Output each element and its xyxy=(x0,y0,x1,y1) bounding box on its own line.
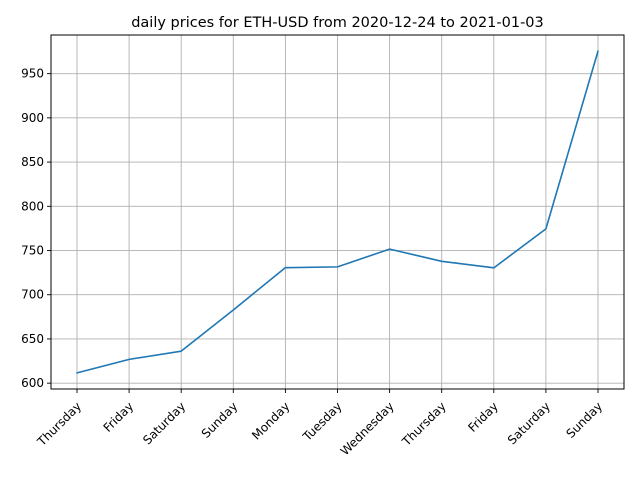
y-tick-label: 900 xyxy=(21,111,44,125)
x-tick-label: Friday xyxy=(465,399,501,435)
x-tick-label: Saturday xyxy=(140,399,188,447)
x-tick-label: Wednesday xyxy=(338,399,397,458)
y-tick-label: 950 xyxy=(21,67,44,81)
x-tick-label: Saturday xyxy=(505,399,553,447)
chart-title: daily prices for ETH-USD from 2020-12-24… xyxy=(131,15,544,31)
y-tick-label: 600 xyxy=(21,376,44,390)
x-tick-label: Tuesday xyxy=(299,399,344,444)
x-tick-label: Thursday xyxy=(399,399,449,449)
y-axis: 600 650 700 750 800 850 900 950 xyxy=(21,67,51,390)
x-tick-label: Thursday xyxy=(34,399,84,449)
y-tick-label: 850 xyxy=(21,155,44,169)
x-tick-label: Sunday xyxy=(199,399,241,441)
x-tick-label: Friday xyxy=(101,399,137,435)
y-tick-label: 800 xyxy=(21,199,44,213)
series-line xyxy=(76,50,599,374)
x-tick-label: Sunday xyxy=(563,399,605,441)
y-tick-label: 700 xyxy=(21,288,44,302)
y-tick-label: 650 xyxy=(21,332,44,346)
series-layer xyxy=(76,50,599,374)
grid-lines xyxy=(51,35,624,389)
y-tick-label: 750 xyxy=(21,244,44,258)
x-axis: Thursday Friday Saturday Sunday Monday Tuesda… xyxy=(34,389,605,458)
x-tick-label: Monday xyxy=(249,399,292,442)
